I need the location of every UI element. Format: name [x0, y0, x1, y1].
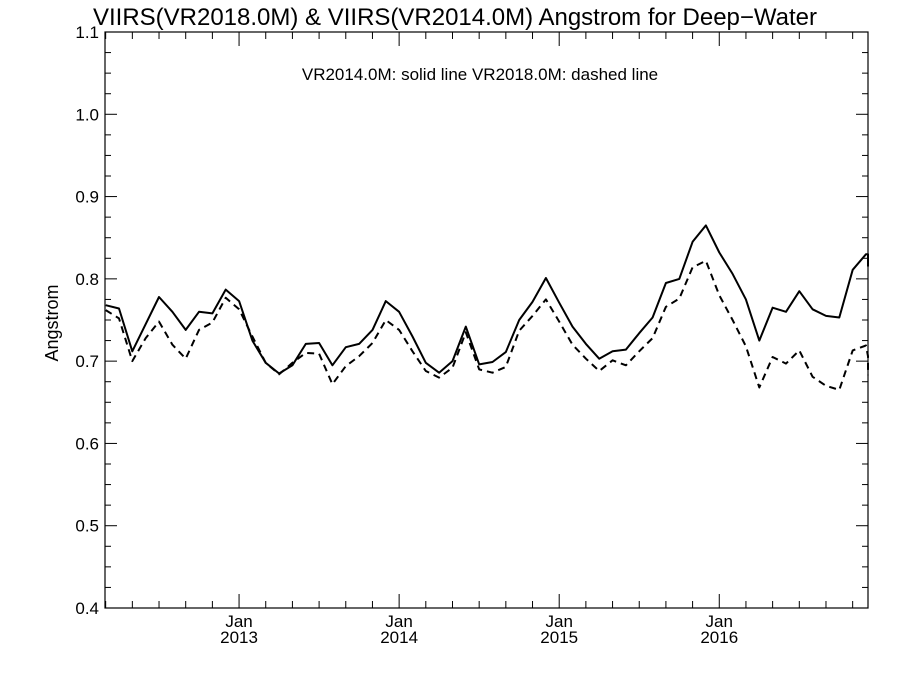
y-tick-label: 0.5 — [75, 517, 99, 536]
chart-title: VIIRS(VR2018.0M) & VIIRS(VR2014.0M) Angs… — [93, 4, 817, 31]
legend-text: VR2014.0M: solid line VR2018.0M: dashed … — [302, 65, 658, 84]
y-tick-label: 0.8 — [75, 270, 99, 289]
y-tick-label: 0.9 — [75, 188, 99, 207]
x-tick-label-year: 2016 — [700, 628, 738, 647]
x-tick-label-year: 2013 — [220, 628, 258, 647]
x-tick-label-year: 2015 — [540, 628, 578, 647]
y-tick-label: 1.1 — [75, 23, 99, 42]
y-tick-label: 1.0 — [75, 105, 99, 124]
x-tick-label-month: Jan — [385, 612, 412, 631]
y-tick-label: 0.7 — [75, 352, 99, 371]
x-tick-label-year: 2014 — [380, 628, 418, 647]
y-axis-label: Angstrom — [42, 284, 62, 361]
series-line-solid — [105, 224, 869, 375]
y-tick-label: 0.4 — [75, 599, 99, 618]
y-tick-label: 0.6 — [75, 434, 99, 453]
x-tick-label-month: Jan — [225, 612, 252, 631]
x-tick-label-month: Jan — [545, 612, 572, 631]
plot-frame — [104, 31, 869, 609]
series-line-dashed — [105, 259, 869, 391]
axis-ticks: 0.40.50.60.70.80.91.01.1Jan2013Jan2014Ja… — [75, 23, 868, 647]
x-tick-label-month: Jan — [706, 612, 733, 631]
data-series — [105, 224, 869, 391]
